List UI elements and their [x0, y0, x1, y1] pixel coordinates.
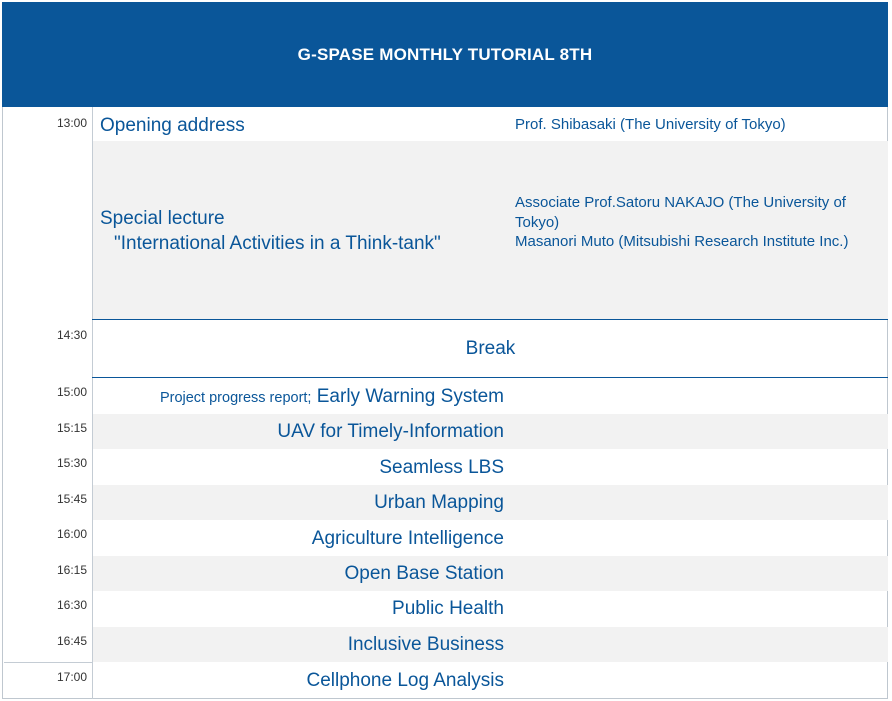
row-band: [93, 556, 888, 591]
progress-item: Agriculture Intelligence: [311, 528, 504, 549]
time-label: 16:15: [56, 563, 87, 577]
speaker-name: Associate Prof.Satoru NAKAJO (The Univer…: [515, 194, 846, 231]
row-band: [93, 485, 888, 520]
special-lecture-subtitle: "International Activities in a Think-tan…: [114, 233, 441, 254]
time-label: 15:30: [56, 456, 87, 470]
progress-prefix: Project progress report;: [159, 390, 312, 406]
opening-title: Opening address: [100, 115, 245, 136]
row-band: [93, 414, 888, 449]
progress-item: Seamless LBS: [379, 457, 504, 478]
section-divider: [92, 377, 888, 378]
progress-item: UAV for Timely-Information: [277, 421, 504, 442]
time-label: 16:45: [56, 634, 87, 648]
time-label: 15:45: [56, 492, 87, 506]
section-divider: [92, 319, 888, 320]
progress-item: Project progress report; Early Warning S…: [100, 386, 504, 408]
time-label: 14:30: [56, 328, 87, 342]
progress-item: Inclusive Business: [347, 634, 504, 655]
time-divider: [4, 662, 92, 663]
opening-speaker: Prof. Shibasaki (The University of Tokyo…: [515, 116, 786, 133]
time-label: 15:15: [56, 421, 87, 435]
time-label: 16:30: [56, 598, 87, 612]
special-lecture-title: Special lecture: [100, 208, 225, 229]
row-band: [93, 627, 888, 662]
column-divider: [92, 377, 93, 520]
page-title: G-SPASE MONTHLY TUTORIAL 8TH: [297, 44, 593, 64]
page-header: G-SPASE MONTHLY TUTORIAL 8TH: [2, 2, 888, 107]
column-divider: [92, 320, 93, 377]
special-lecture-speakers: Associate Prof.Satoru NAKAJO (The Univer…: [515, 193, 885, 252]
column-divider: [92, 662, 93, 699]
time-label: 16:00: [56, 527, 87, 541]
speaker-name: Masanori Muto (Mitsubishi Research Insti…: [515, 233, 849, 250]
time-label: 17:00: [56, 670, 87, 684]
progress-item: Cellphone Log Analysis: [306, 670, 504, 691]
column-divider: [92, 520, 93, 662]
progress-item: Urban Mapping: [374, 492, 504, 513]
break-label: Break: [465, 338, 516, 359]
column-divider: [92, 107, 93, 320]
special-lecture-band: [93, 141, 888, 319]
progress-item: Open Base Station: [344, 563, 505, 584]
time-label: 15:00: [56, 385, 87, 399]
progress-item: Public Health: [392, 598, 504, 619]
time-label: 13:00: [56, 116, 87, 130]
progress-item-label: Early Warning System: [316, 386, 504, 407]
